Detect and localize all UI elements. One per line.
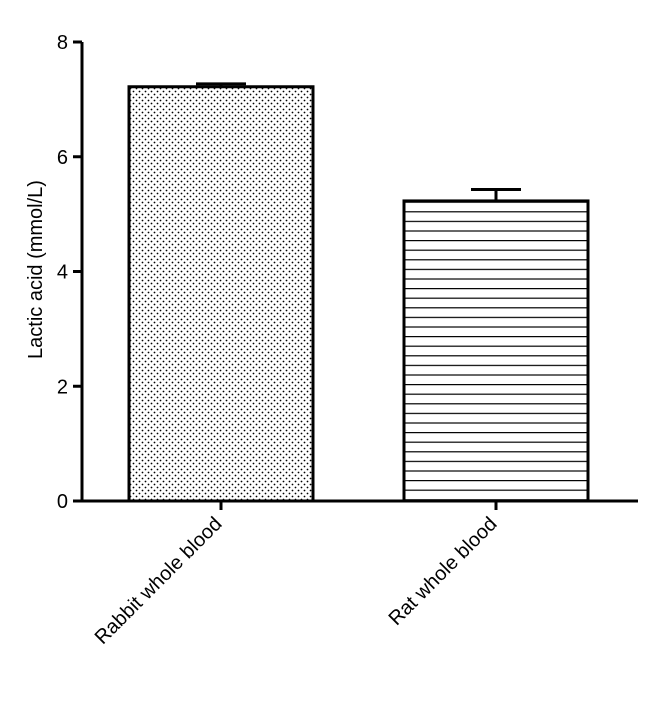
y-tick-label-2: 2 <box>57 376 68 398</box>
y-tick-label-6: 6 <box>57 147 68 169</box>
axes-group <box>73 40 638 510</box>
y-axis-title: Lactic acid (mmol/L) <box>25 180 47 359</box>
x-category-label-rabbit-whole-blood: Rabbit whole blood <box>91 513 227 649</box>
y-tick-label-8: 8 <box>57 32 68 54</box>
error-bars-group <box>196 82 521 201</box>
bar-rabbit-whole-blood <box>127 85 315 503</box>
y-tick-label-0: 0 <box>57 491 68 513</box>
bars-group <box>127 85 590 503</box>
bar-rat-whole-blood <box>402 199 590 503</box>
y-tick-label-4: 4 <box>57 262 68 284</box>
x-category-label-rat-whole-blood: Rat whole blood <box>385 513 502 630</box>
